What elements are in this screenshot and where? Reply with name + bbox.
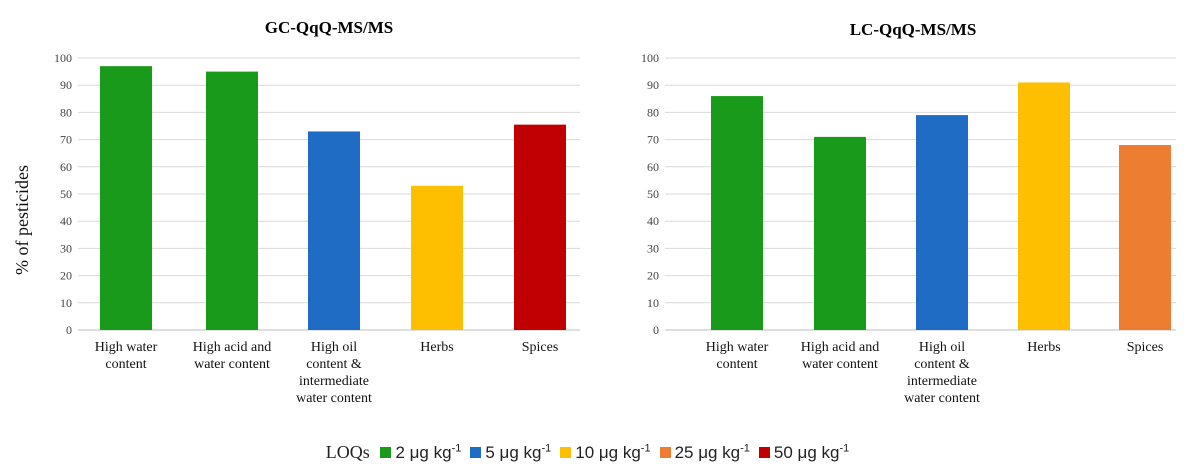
legend-item: 10 μg kg-1 [560, 442, 651, 463]
gc-y-tick-label: 100 [54, 51, 72, 65]
lc-category-label: High oil content & intermediate water conte… [904, 340, 980, 406]
legend-items: 2 μg kg-1 5 μg kg-1 10 μg kg-1 25 μg kg-1 50… [380, 442, 858, 463]
lc-y-tick-label: 0 [653, 323, 659, 337]
gc-bar-3 [308, 131, 360, 330]
gc-category-label: Spices [522, 340, 559, 355]
gc-chart-title: GC-QqQ-MS/MS [265, 18, 393, 37]
gc-bar-1 [100, 66, 152, 330]
lc-bar-3 [916, 115, 968, 331]
gc-y-tick-label: 70 [60, 133, 72, 147]
gc-category-label: Herbs [420, 340, 453, 355]
lc-bar-2 [814, 136, 866, 330]
legend-swatch [659, 447, 671, 458]
gc-category-label: High water content [95, 340, 158, 372]
legend-label: 50 μg kg-1 [773, 442, 850, 462]
legend-label: 10 μg kg-1 [575, 442, 651, 462]
lc-category-label: High acid and water content [801, 340, 880, 372]
lc-y-tick-label: 100 [641, 51, 659, 65]
gc-y-tick-label: 30 [60, 241, 72, 255]
gc-y-tick-label: 90 [60, 78, 72, 92]
lc-category-label: High water content [706, 340, 769, 372]
legend-swatch [758, 447, 770, 458]
legend-label: 25 μg kg-1 [674, 442, 750, 462]
lc-y-tick-label: 60 [647, 160, 659, 174]
legend-label: 2 μg kg-1 [395, 442, 462, 462]
lc-y-tick-label: 30 [647, 241, 659, 255]
lc-category-label: Spices [1127, 340, 1164, 355]
lc-bar-4 [1018, 82, 1070, 330]
legend-label: 5 μg kg-1 [485, 442, 552, 462]
lc-y-tick-label: 70 [647, 133, 659, 147]
gc-category-label: High acid and water content [193, 340, 272, 372]
gc-y-tick-label: 50 [60, 187, 72, 201]
gc-y-axis-label: % of pesticides [12, 165, 32, 275]
legend-swatch [560, 447, 572, 458]
gc-bar-2 [206, 71, 258, 330]
lc-y-tick-label: 80 [647, 105, 659, 119]
legend-item: 25 μg kg-1 [659, 442, 750, 463]
lc-y-tick-label: 90 [647, 78, 659, 92]
lc-chart-title: LC-QqQ-MS/MS [850, 20, 977, 39]
lc-bar-1 [711, 96, 763, 330]
gc-bar-5 [514, 124, 566, 330]
gc-y-tick-label: 40 [60, 214, 72, 228]
lc-chart: LC-QqQ-MS/MS 0 10 20 30 40 50 60 70 80 90 100 High w… [641, 20, 1176, 406]
legend-title: LOQs [325, 442, 370, 462]
gc-y-tick-label: 80 [60, 105, 72, 119]
lc-y-tick-label: 10 [647, 296, 659, 310]
legend: LOQs 2 μg kg-1 5 μg kg-1 10 μg kg-1 25 μg k… [0, 442, 1184, 463]
legend-item: 5 μg kg-1 [470, 442, 551, 463]
gc-chart: GC-QqQ-MS/MS 0 10 20 30 40 50 60 70 80 90 100 % of p… [12, 18, 580, 406]
lc-category-label: Herbs [1027, 340, 1060, 355]
legend-swatch [380, 447, 392, 458]
legend-item: 50 μg kg-1 [758, 442, 850, 463]
gc-bar-4 [411, 185, 463, 330]
legend-swatch [470, 447, 482, 458]
lc-y-tick-label: 50 [647, 187, 659, 201]
lc-bar-5 [1119, 145, 1171, 330]
gc-y-tick-label: 0 [66, 323, 72, 337]
gc-y-tick-label: 20 [60, 269, 72, 283]
gc-y-tick-label: 10 [60, 296, 72, 310]
legend-item: 2 μg kg-1 [380, 442, 461, 463]
gc-y-tick-label: 60 [60, 160, 72, 174]
lc-y-tick-label: 40 [647, 214, 659, 228]
gc-category-label: High oil content & intermediate water conte… [296, 340, 372, 406]
lc-y-tick-label: 20 [647, 269, 659, 283]
